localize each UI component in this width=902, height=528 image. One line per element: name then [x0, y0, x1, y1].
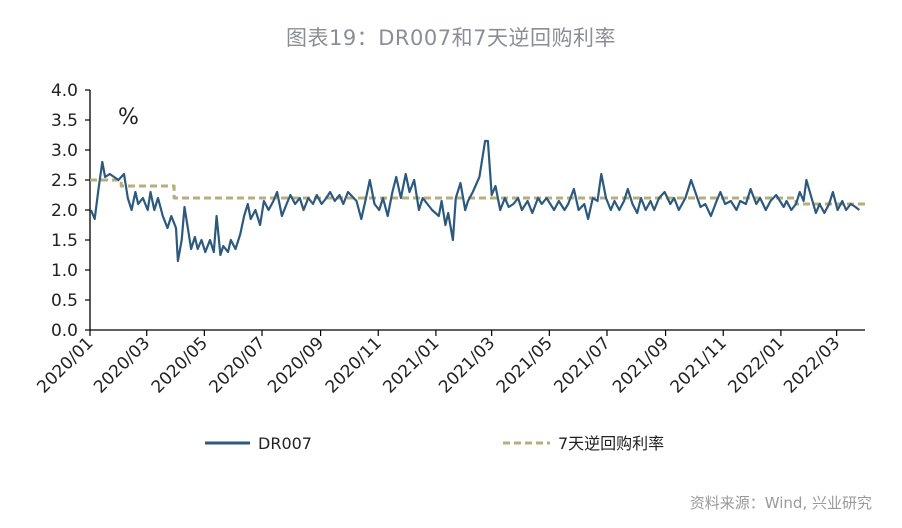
y-tick-label: 0.0 — [51, 321, 78, 341]
x-axis: 2020/012020/032020/052020/072020/092020/… — [33, 329, 865, 397]
series-line-dr007 — [89, 139, 860, 263]
x-tick-label: 2022/03 — [780, 333, 844, 397]
x-tick-label: 2021/09 — [609, 333, 673, 397]
y-tick-label: 1.0 — [51, 261, 78, 281]
x-tick-label: 2022/01 — [724, 333, 788, 397]
y-axis: 0.0 0.5 1.0 1.5 2.0 2.5 3.0 3.5 4.0 — [51, 81, 91, 341]
x-tick-label: 2021/01 — [379, 333, 443, 397]
unit-label: % — [118, 105, 139, 130]
y-tick-label: 4.0 — [51, 81, 78, 101]
x-tick-label: 2020/05 — [148, 333, 212, 397]
legend: DR007 7天逆回购利率 — [205, 434, 664, 453]
x-tick-label: 2021/03 — [435, 333, 499, 397]
source-note: 资料来源：Wind, 兴业研究 — [689, 494, 872, 512]
x-tick-label: 2020/09 — [264, 333, 328, 397]
legend-label-dr007: DR007 — [258, 434, 312, 453]
line-chart: 0.00.51.01.52.02.53.03.54.0 2020/012020/… — [33, 81, 865, 453]
x-tick-label: 2020/01 — [33, 333, 97, 397]
x-tick-label: 2021/11 — [667, 333, 731, 397]
y-tick-label: 3.0 — [51, 141, 78, 161]
chart-title: 图表19：DR007和7天逆回购利率 — [286, 26, 616, 50]
x-tick-label: 2020/11 — [322, 333, 386, 397]
plot-area — [89, 139, 865, 263]
y-tick-label: 2.0 — [51, 201, 78, 221]
x-tick-label: 2021/07 — [550, 333, 614, 397]
x-tick-label: 2020/03 — [90, 333, 154, 397]
y-tick-label: 0.5 — [51, 291, 78, 311]
y-tick-label: 3.5 — [51, 111, 78, 131]
legend-label-reverse-repo: 7天逆回购利率 — [558, 434, 664, 453]
x-tick-label: 2021/05 — [493, 333, 557, 397]
y-tick-label: 2.5 — [51, 171, 78, 191]
y-tick-label: 1.5 — [51, 231, 78, 251]
x-tick-label: 2020/07 — [205, 333, 269, 397]
